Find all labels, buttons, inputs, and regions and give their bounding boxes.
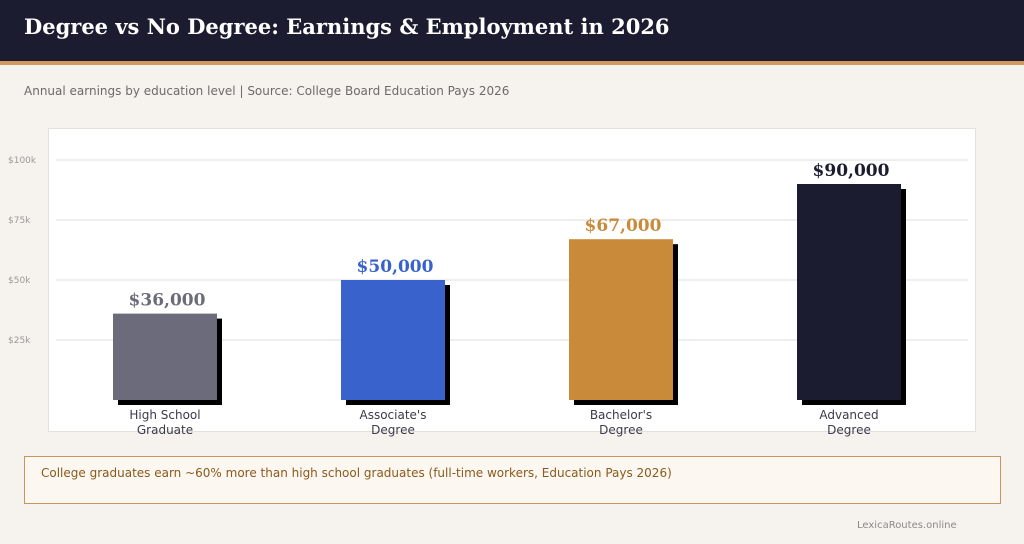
callout-box: College graduates earn ~60% more than hi… bbox=[24, 456, 1001, 504]
data-label: $36,000 bbox=[129, 291, 206, 311]
bar bbox=[341, 280, 445, 400]
y-tick-label: $50k bbox=[8, 276, 31, 286]
page-header: Degree vs No Degree: Earnings & Employme… bbox=[0, 0, 1024, 65]
bar bbox=[797, 184, 901, 400]
x-tick-label-line: Associate's bbox=[360, 408, 427, 422]
x-tick-label-line: Degree bbox=[371, 423, 415, 437]
y-tick-label: $25k bbox=[8, 336, 31, 346]
x-tick-label-line: Bachelor's bbox=[590, 408, 652, 422]
x-tick-label-line: Advanced bbox=[819, 408, 878, 422]
callout-text: College graduates earn ~60% more than hi… bbox=[41, 466, 672, 480]
data-label: $67,000 bbox=[585, 216, 662, 236]
x-tick-label-line: Degree bbox=[827, 423, 871, 437]
data-label: $90,000 bbox=[813, 161, 890, 181]
y-tick-label: $75k bbox=[8, 216, 31, 226]
x-tick-label-line: Graduate bbox=[137, 423, 193, 437]
x-tick-label-line: High School bbox=[129, 408, 200, 422]
footer-credit: LexicaRoutes.online bbox=[857, 520, 957, 531]
bar bbox=[569, 239, 673, 400]
y-tick-label: $100k bbox=[8, 156, 37, 166]
page-title: Degree vs No Degree: Earnings & Employme… bbox=[24, 14, 670, 39]
x-tick-label: Bachelor's Degree bbox=[590, 408, 652, 437]
x-tick-label: Associate's Degree bbox=[360, 408, 427, 437]
bar bbox=[113, 313, 217, 400]
x-tick-label: Advanced Degree bbox=[819, 408, 878, 437]
data-label: $50,000 bbox=[357, 257, 434, 277]
x-tick-label-line: Degree bbox=[599, 423, 643, 437]
chart-subtitle: Annual earnings by education level | Sou… bbox=[24, 84, 510, 98]
x-tick-label: High School Graduate bbox=[129, 408, 200, 437]
